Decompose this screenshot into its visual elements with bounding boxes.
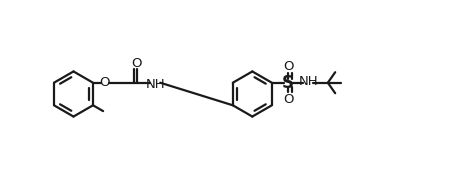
Text: NH: NH — [146, 78, 165, 91]
Text: NH: NH — [299, 75, 318, 88]
Text: S: S — [282, 74, 294, 92]
Text: O: O — [283, 93, 294, 106]
Text: O: O — [132, 57, 142, 70]
Text: O: O — [99, 76, 110, 89]
Text: O: O — [283, 60, 294, 73]
